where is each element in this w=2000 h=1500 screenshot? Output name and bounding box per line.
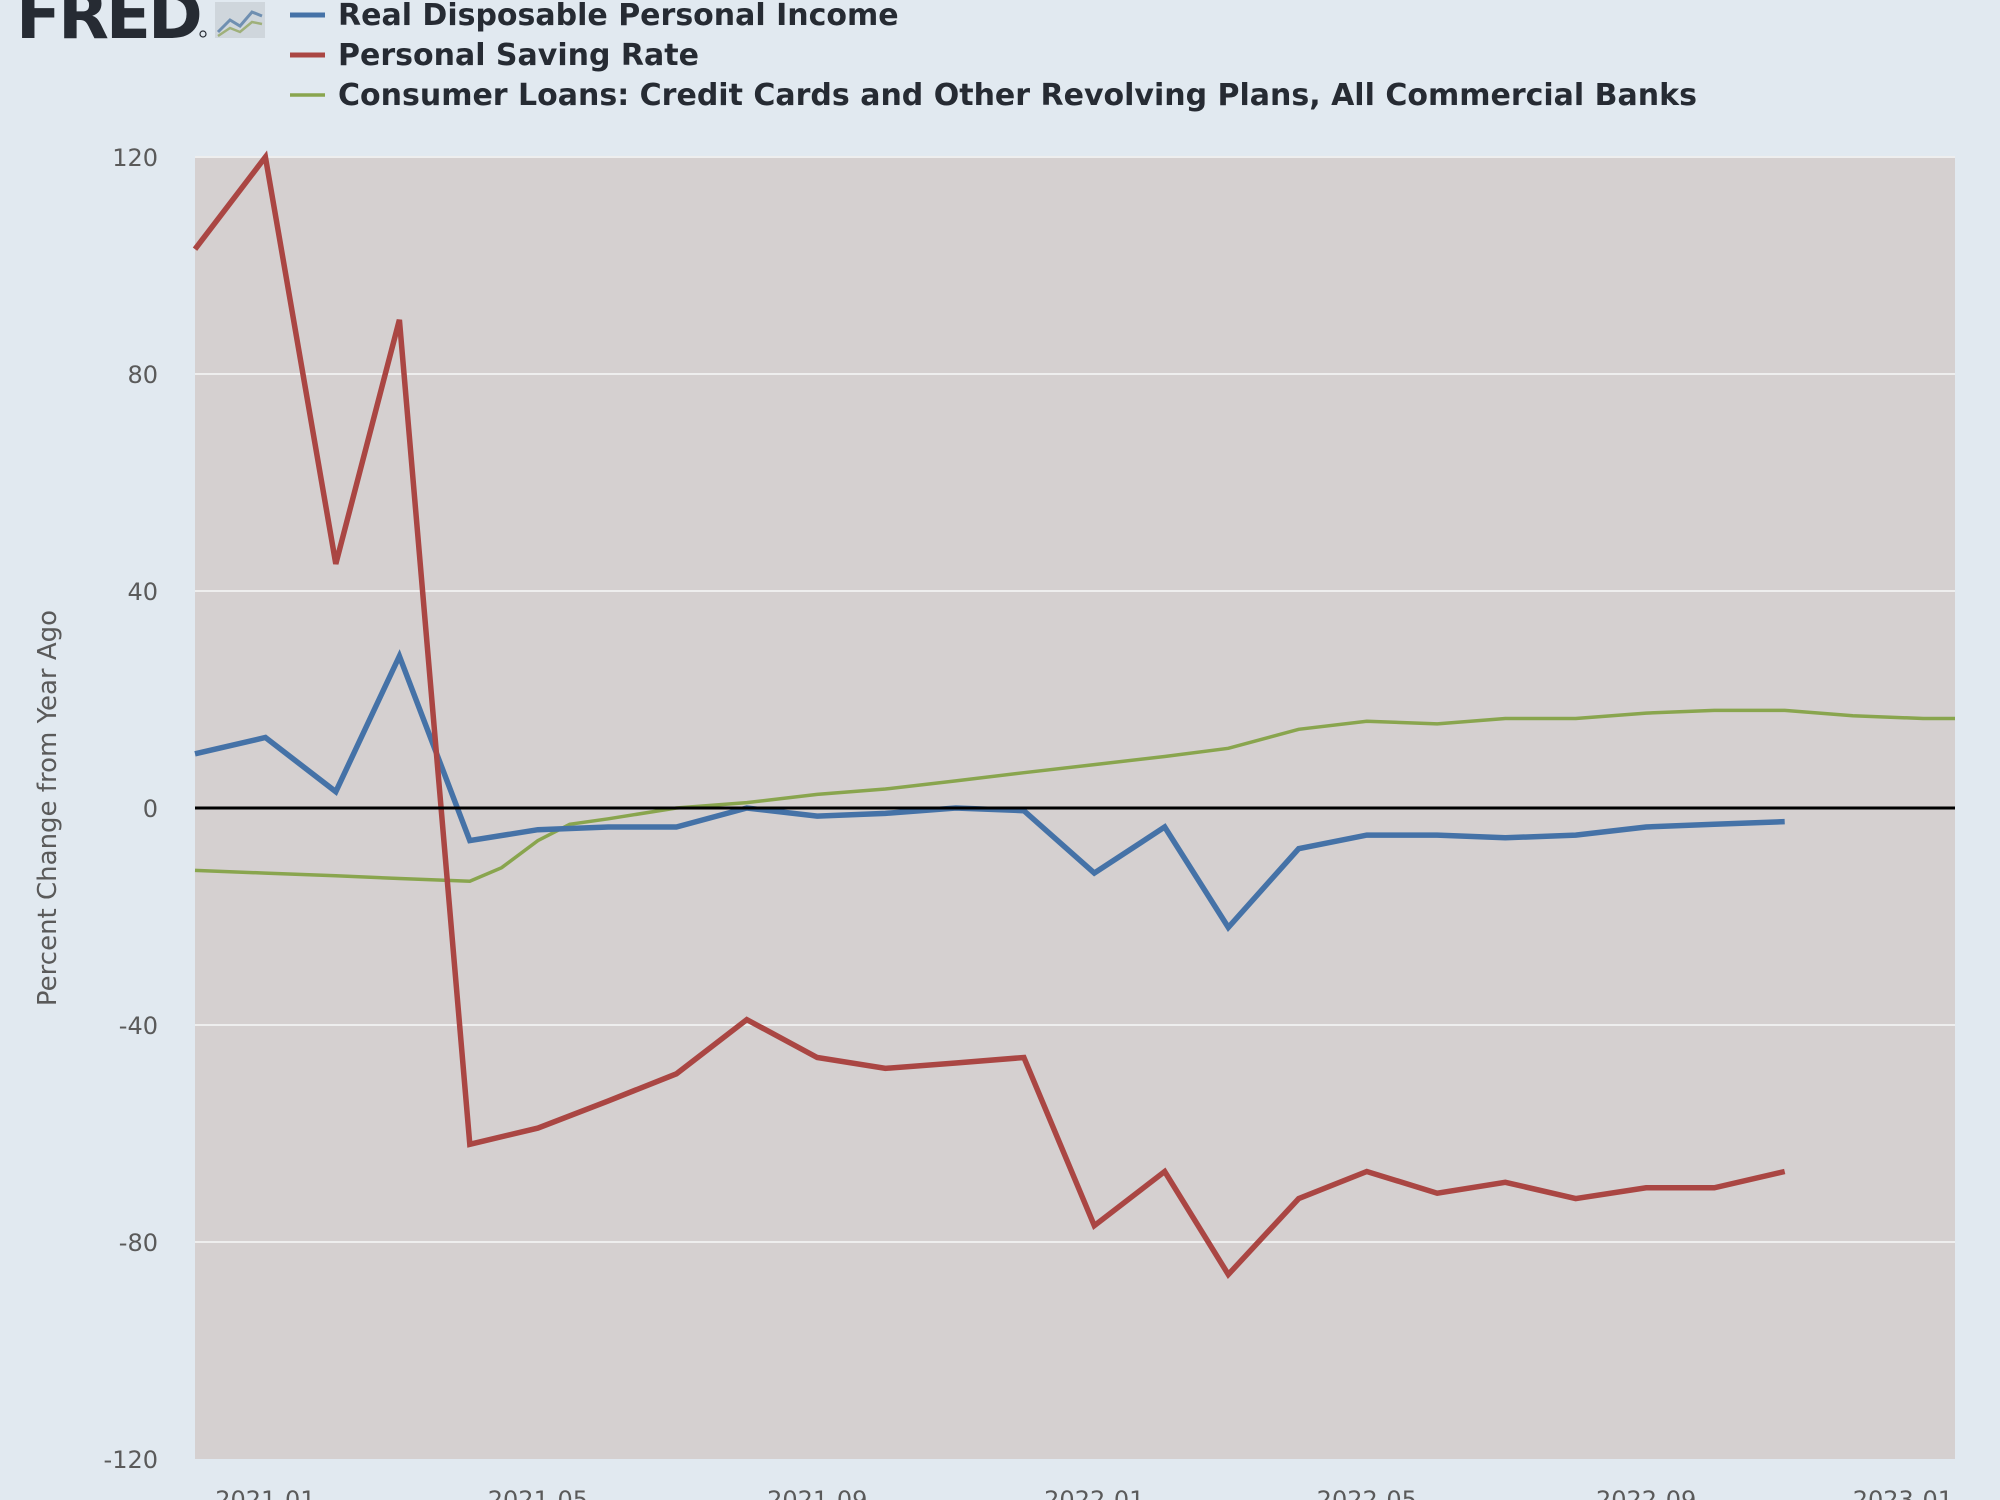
legend-label: Real Disposable Personal Income bbox=[338, 0, 899, 33]
registered-mark bbox=[199, 30, 207, 38]
series-line-saving-rate[interactable] bbox=[192, 150, 1786, 1280]
y-axis-title: Percent Change from Year Ago bbox=[33, 610, 63, 1006]
line-chart-icon bbox=[215, 2, 265, 38]
x-tick-label: 2022-05 bbox=[1317, 1486, 1417, 1500]
x-tick-label: 2021-09 bbox=[767, 1486, 867, 1500]
series-line-consumer-loans[interactable] bbox=[194, 708, 1955, 883]
fred-logo[interactable]: FRED bbox=[16, 0, 265, 54]
y-axis-ticks: -120 -80 -40 0 40 80 120 bbox=[104, 144, 158, 1474]
y-tick-label: 120 bbox=[112, 144, 158, 172]
legend: Real Disposable Personal Income Personal … bbox=[290, 0, 1697, 113]
legend-label: Personal Saving Rate bbox=[338, 38, 699, 73]
y-tick-label: 40 bbox=[127, 578, 158, 606]
x-axis-ticks: 2021-01 2021-05 2021-09 2022-01 2022-05 2022-… bbox=[215, 1486, 1953, 1500]
gridlines bbox=[195, 156, 1955, 1243]
y-tick-label: -40 bbox=[119, 1012, 158, 1040]
x-tick-label: 2021-05 bbox=[488, 1486, 588, 1500]
x-tick-label: 2023-01 bbox=[1853, 1486, 1953, 1500]
x-tick-label: 2022-09 bbox=[1596, 1486, 1696, 1500]
legend-label: Consumer Loans: Credit Cards and Other R… bbox=[338, 78, 1697, 113]
y-tick-label: -120 bbox=[104, 1446, 158, 1474]
x-tick-label: 2021-01 bbox=[215, 1486, 315, 1500]
y-tick-label: -80 bbox=[119, 1229, 158, 1257]
fred-logo-text: FRED bbox=[16, 0, 200, 54]
y-tick-label: 0 bbox=[143, 795, 158, 823]
y-tick-label: 80 bbox=[127, 361, 158, 389]
x-tick-label: 2022-01 bbox=[1044, 1486, 1144, 1500]
